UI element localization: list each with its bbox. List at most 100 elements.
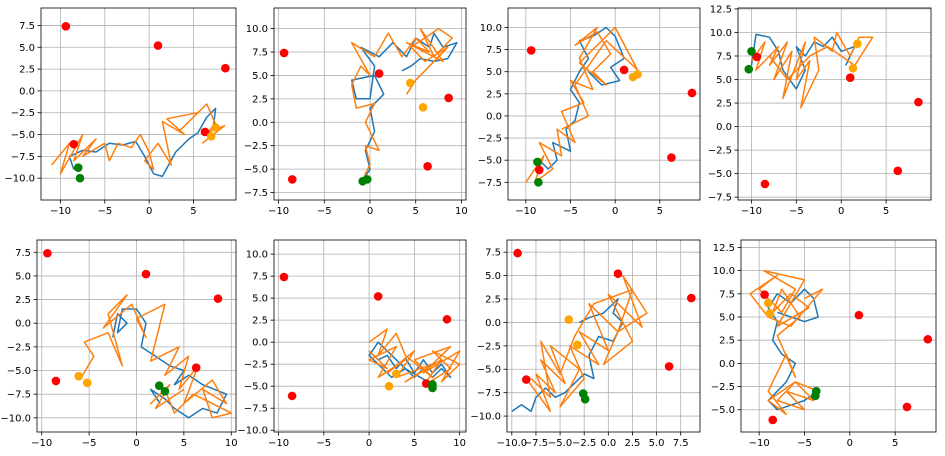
- subplot-1: −10 −5 0 5 −10.0 −7.5 −5.0 −2.5 0.0 2.5 5.0 7.5: [4, 7, 237, 217]
- y-tick-label: −2.5: [11, 108, 35, 119]
- start-point: [811, 391, 820, 401]
- start-point: [580, 394, 590, 404]
- plot-area: [274, 240, 466, 432]
- landmark-point: [373, 292, 383, 301]
- x-tick-label: −5: [789, 206, 804, 217]
- landmark-point: [854, 310, 864, 320]
- landmark-point: [526, 46, 536, 55]
- y-tick-label: −2.5: [244, 360, 268, 371]
- landmark-point: [444, 93, 453, 103]
- y-tick-label: 0.0: [252, 338, 268, 349]
- landmark-point: [845, 73, 855, 82]
- noisy-path-line: [368, 328, 461, 387]
- start-point: [534, 178, 543, 187]
- y-tick-label: 0.0: [486, 111, 502, 122]
- y-tick-label: 5.0: [252, 294, 268, 305]
- target-point: [853, 39, 862, 49]
- noisy-path-line: [51, 103, 226, 175]
- y-tick-label: −5.0: [477, 365, 501, 376]
- data-layer: [279, 27, 458, 186]
- x-tick-label: 10: [225, 438, 238, 449]
- landmark-point: [768, 415, 778, 425]
- landmark-point: [923, 334, 933, 344]
- y-tick-label: −7.5: [477, 388, 501, 399]
- axes-frame: [36, 239, 237, 433]
- target-point: [206, 131, 216, 141]
- landmark-point: [513, 248, 522, 258]
- landmark-point: [914, 97, 923, 107]
- x-tick-label: −10: [749, 438, 770, 449]
- landmark-point: [522, 375, 531, 384]
- y-tick-label: 0.0: [252, 118, 268, 129]
- y-tick-label: 10.0: [480, 23, 502, 34]
- data-layer: [511, 248, 696, 413]
- y-tick-label: 7.5: [15, 248, 31, 259]
- x-tick-label: −10: [268, 438, 289, 449]
- y-tick-label: 5.0: [485, 271, 501, 282]
- landmark-point: [613, 269, 623, 279]
- start-point: [744, 64, 754, 74]
- noisy-path-line: [78, 294, 233, 419]
- y-tick-label: −7.5: [244, 188, 268, 199]
- landmark-point: [752, 52, 762, 62]
- landmark-point: [664, 362, 674, 371]
- y-tick-label: 0.0: [15, 319, 31, 330]
- y-tick-label: −2.5: [7, 342, 31, 353]
- x-tick-label: 7.5: [673, 438, 689, 449]
- y-tick-label: 5.0: [19, 43, 35, 54]
- x-tick-label: −5: [97, 206, 112, 217]
- subplot-7: −10.0−7.5 −5.0 −2.5 0.0 2.5 5.0 7.5−10.0−7.5−5…: [470, 239, 701, 449]
- start-point: [428, 383, 437, 393]
- landmark-point: [287, 175, 297, 184]
- y-tick-label: 5.0: [252, 71, 268, 82]
- x-tick-label: −2.5: [572, 438, 596, 449]
- y-tick-label: −10.0: [4, 174, 35, 185]
- x-tick-label: −10: [268, 206, 289, 217]
- subplot-6: −10 −5 0 5 10 −10.0 −7.5 −5.0 −2.5 0.0 2.5 5.0 7.5 10…: [237, 239, 467, 449]
- landmark-point: [287, 391, 297, 401]
- landmark-point: [760, 290, 769, 300]
- x-tick-label: −7.5: [524, 438, 548, 449]
- y-tick-label: 0.0: [19, 86, 35, 97]
- x-tick-label: 0: [366, 438, 372, 449]
- x-tick-label: −10: [515, 206, 536, 217]
- data-layer: [51, 22, 230, 183]
- x-tick-label: 0.0: [600, 438, 616, 449]
- target-point: [763, 298, 773, 308]
- x-tick-label: −10.0: [496, 438, 527, 449]
- landmark-point: [893, 166, 903, 176]
- y-tick-label: 2.5: [716, 99, 732, 110]
- x-tick-label: 5: [411, 438, 417, 449]
- target-point: [564, 315, 574, 324]
- y-tick-label: −7.5: [11, 152, 35, 163]
- y-tick-label: 5.0: [486, 67, 502, 78]
- data-layer: [43, 248, 233, 419]
- landmark-point: [191, 363, 201, 372]
- landmark-point: [69, 139, 79, 149]
- start-point: [160, 387, 170, 396]
- y-tick-label: 7.5: [252, 48, 268, 59]
- x-tick-label: 2.5: [624, 438, 640, 449]
- target-point: [211, 123, 220, 132]
- plot-area: [507, 240, 700, 432]
- y-tick-label: 12.5: [713, 243, 735, 254]
- start-point: [362, 175, 372, 184]
- target-point: [74, 371, 83, 381]
- x-tick-label: 10: [455, 206, 468, 217]
- start-point: [533, 157, 542, 167]
- target-point: [418, 102, 428, 112]
- y-tick-label: 12.5: [710, 4, 732, 15]
- data-layer: [744, 31, 923, 189]
- y-tick-label: −2.5: [477, 341, 501, 352]
- axes-frame: [740, 239, 937, 433]
- target-point: [848, 63, 858, 73]
- landmark-point: [279, 48, 289, 58]
- smooth-path-line: [511, 298, 624, 413]
- x-tick-label: −5.0: [548, 438, 572, 449]
- x-tick-label: 0: [146, 206, 152, 217]
- axes-frame: [506, 239, 701, 433]
- x-tick-label: 5: [883, 206, 889, 217]
- subplot-8: −10 −5 0 5 −5.0 −2.5 0.0 2.5 5.0 7.5 10.0 12.5: [711, 239, 937, 449]
- target-point: [405, 78, 415, 88]
- y-tick-label: 7.5: [252, 272, 268, 283]
